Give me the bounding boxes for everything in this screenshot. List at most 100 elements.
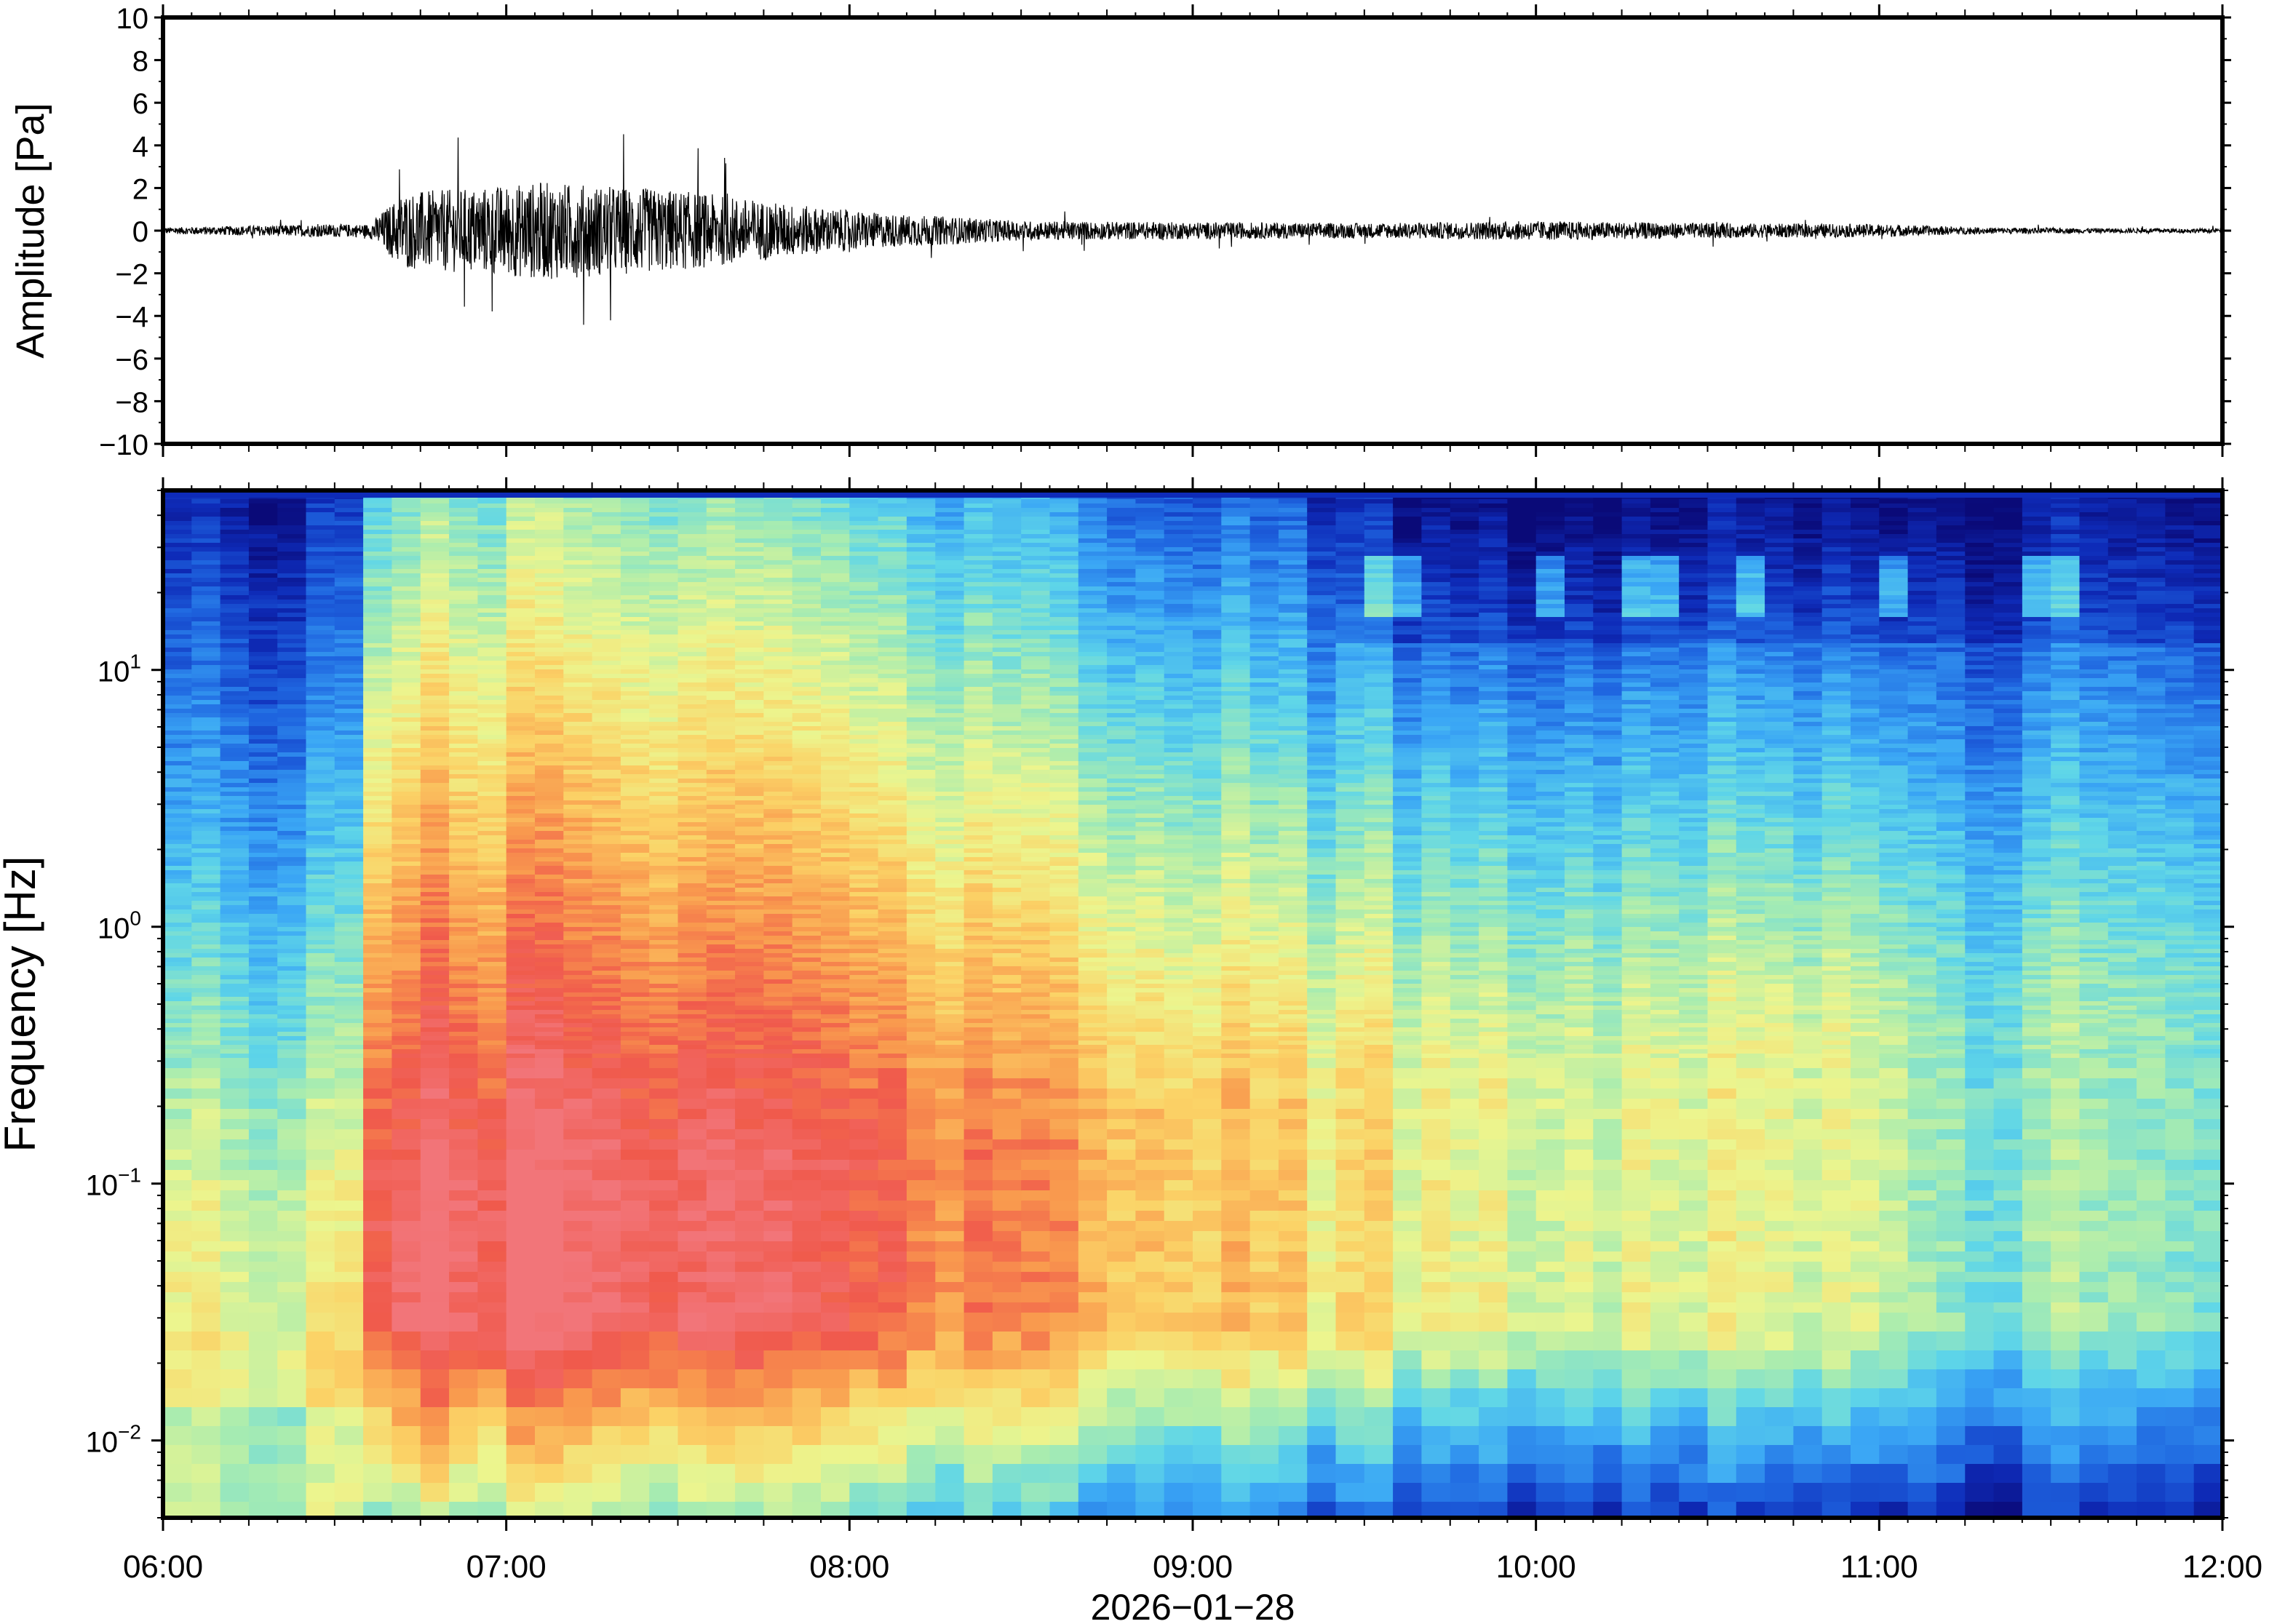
spectrogram-cell xyxy=(535,870,565,875)
spectrogram-cell xyxy=(248,958,278,963)
spectrogram-cell xyxy=(306,1010,335,1015)
spectrogram-cell xyxy=(649,1407,679,1427)
spectrogram-cell xyxy=(878,958,907,963)
spectrogram-cell xyxy=(220,521,250,526)
spectrogram-cell xyxy=(706,1332,736,1351)
spectrogram-cell xyxy=(677,652,707,657)
spectrogram-cell xyxy=(992,979,1022,984)
spectrogram-cell xyxy=(449,556,479,561)
spectrogram-cell xyxy=(506,1272,536,1283)
spectrogram-cell xyxy=(449,787,479,792)
spectrogram-cell xyxy=(191,892,221,897)
spectrogram-cell xyxy=(620,696,650,701)
spectrogram-cell xyxy=(277,1019,307,1024)
spectrogram-cell xyxy=(449,674,479,679)
spectrogram-cell xyxy=(535,525,565,530)
spectrogram-cell xyxy=(506,1027,536,1032)
spectrogram-cell xyxy=(592,1350,621,1370)
spectrogram-cell xyxy=(334,831,364,836)
spectrogram-cell xyxy=(191,1350,221,1370)
spectrogram-cell xyxy=(220,1045,250,1050)
spectrogram-cell xyxy=(935,556,965,561)
spectrogram-cell xyxy=(963,521,993,526)
spectrogram-cell xyxy=(563,678,593,683)
spectrogram-cell xyxy=(849,905,879,910)
spectrogram-cell xyxy=(420,1027,450,1032)
spectrogram-cell xyxy=(906,525,936,530)
spectrogram-cell xyxy=(963,717,993,723)
spectrogram-cell xyxy=(248,936,278,941)
spectrogram-cell xyxy=(963,827,993,832)
spectrogram-cell xyxy=(248,521,278,526)
spectrogram-cell xyxy=(563,1119,593,1130)
spectrogram-cell xyxy=(935,661,965,666)
spectrogram-cell xyxy=(849,840,879,845)
spectrogram-cell xyxy=(277,997,307,1002)
spectrogram-cell xyxy=(935,835,965,840)
spectrogram-cell xyxy=(334,966,364,971)
spectrogram-cell xyxy=(935,744,965,749)
spectrogram-cell xyxy=(735,682,765,688)
spectrogram-cell xyxy=(477,687,507,692)
spectrogram-cell xyxy=(363,787,393,792)
spectrogram-cell xyxy=(191,626,221,631)
spectrogram-cell xyxy=(849,975,879,980)
spectrogram-cell xyxy=(220,696,250,701)
spectrogram-cell xyxy=(420,1483,450,1502)
spectrogram-cell xyxy=(248,988,278,993)
spectrogram-cell xyxy=(592,901,621,906)
spectrogram-cell xyxy=(363,525,393,530)
spectrogram-cell xyxy=(649,800,679,805)
spectrogram-cell xyxy=(992,556,1022,561)
spectrogram-cell xyxy=(392,1036,421,1041)
spectrogram-cell xyxy=(821,521,851,526)
spectrogram-cell xyxy=(992,713,1022,718)
spectrogram-cell xyxy=(277,879,307,884)
spectrogram-cell xyxy=(191,761,221,766)
spectrogram-cell xyxy=(649,665,679,670)
spectrogram-cell xyxy=(363,578,393,583)
spectrogram-cell xyxy=(306,643,335,648)
spectrogram-cell xyxy=(363,604,393,609)
spectrogram-cell xyxy=(878,643,907,648)
spectrogram-cell xyxy=(677,512,707,517)
spectrogram-cell xyxy=(363,696,393,701)
spectrogram-cell xyxy=(935,800,965,805)
spectrogram-cell xyxy=(878,1201,907,1211)
spectrogram-cell xyxy=(506,709,536,714)
spectrogram-cell xyxy=(277,818,307,823)
spectrogram-cell xyxy=(677,1369,707,1389)
spectrogram-cell xyxy=(592,866,621,871)
spectrogram-cell xyxy=(649,1170,679,1181)
spectrogram-cell xyxy=(277,853,307,858)
spectrogram-cell xyxy=(849,1014,879,1019)
spectrogram-cell xyxy=(649,1201,679,1211)
spectrogram-cell xyxy=(735,687,765,692)
spectrogram-cell xyxy=(477,634,507,640)
spectrogram-cell xyxy=(992,735,1022,740)
spectrogram-cell xyxy=(477,534,507,539)
spectrogram-cell xyxy=(191,905,221,910)
spectrogram-cell xyxy=(706,1010,736,1015)
spectrogram-cell xyxy=(906,1251,936,1262)
spectrogram-cell xyxy=(906,1221,936,1232)
spectrogram-cell xyxy=(306,1221,335,1232)
spectrogram-cell xyxy=(306,1099,335,1110)
spectrogram-cell xyxy=(935,643,965,648)
spectrogram-cell xyxy=(506,696,536,701)
spectrogram-cell xyxy=(735,669,765,674)
spectrogram-cell xyxy=(649,748,679,753)
spectrogram-cell xyxy=(449,600,479,605)
spectrogram-cell xyxy=(620,1445,650,1465)
spectrogram-cell xyxy=(935,1190,965,1201)
spectrogram-cell xyxy=(163,822,193,827)
spectrogram-cell xyxy=(849,827,879,832)
spectrogram-cell xyxy=(821,600,851,605)
spectrogram-cell xyxy=(592,565,621,570)
spectrogram-cell xyxy=(821,556,851,561)
spectrogram-cell xyxy=(163,1129,193,1140)
spectrogram-cell xyxy=(392,927,421,932)
spectrogram-cell xyxy=(649,1445,679,1465)
spectrogram-cell xyxy=(935,547,965,552)
spectrogram-cell xyxy=(992,530,1022,535)
